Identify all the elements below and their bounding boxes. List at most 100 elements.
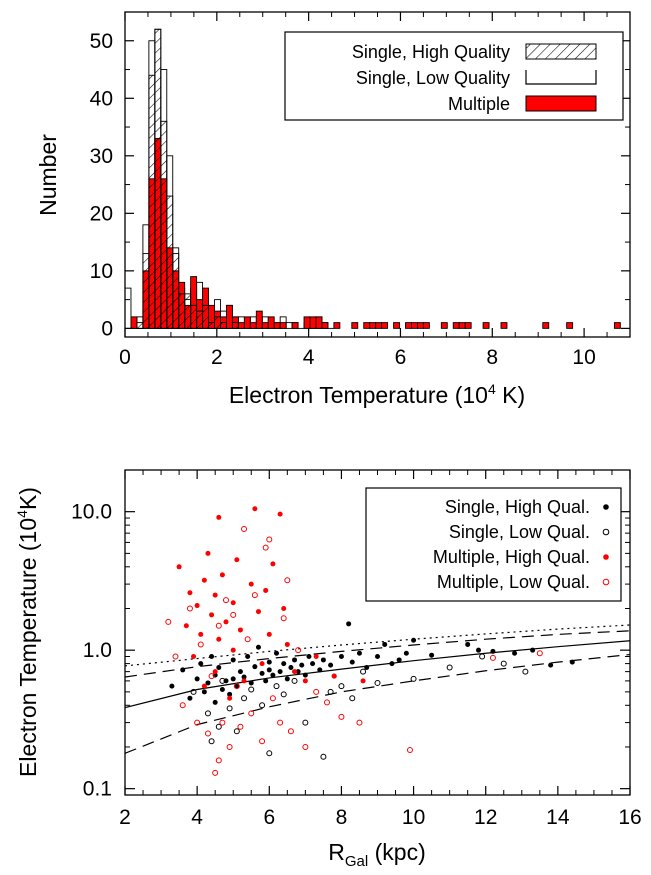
point-multiple-low-qual: [262, 544, 269, 551]
point-single-high-qual: [389, 661, 395, 667]
point-single-low-qual: [259, 702, 266, 709]
bar-multiple: [279, 322, 287, 329]
bar-single-high: [154, 28, 162, 329]
x-tick-label: 12: [474, 806, 497, 829]
point-multiple-low-qual: [223, 597, 229, 604]
point-multiple-high-qual: [223, 619, 229, 625]
point-multiple-high-qual: [270, 561, 276, 567]
point-single-high-qual: [252, 664, 258, 670]
point-multiple-low-qual: [536, 650, 543, 657]
point-single-high-qual: [270, 672, 276, 678]
point-single-low-qual: [522, 668, 529, 675]
point-single-high-qual: [338, 654, 344, 660]
point-single-low-qual: [226, 705, 233, 712]
x-tick-label: 2: [119, 806, 131, 829]
point-single-low-qual: [349, 695, 356, 702]
point-multiple-low-qual: [241, 525, 248, 532]
point-single-high-qual: [375, 654, 380, 660]
scatter-panel: 2 4 6 8 10 12 14 16 0.1 1.0 10.0 Single, High Qual…: [14, 469, 642, 870]
point-multiple-high-qual: [227, 695, 233, 701]
point-single-high-qual: [302, 672, 308, 678]
point-multiple-low-qual: [287, 728, 294, 735]
model-curve-dashed: [125, 653, 630, 754]
point-multiple-low-qual: [266, 536, 273, 543]
point-single-high-qual: [411, 637, 417, 643]
point-single-low-qual: [302, 719, 309, 726]
point-single-high-qual: [429, 652, 435, 658]
point-single-high-qual: [245, 654, 251, 660]
point-single-high-qual: [569, 659, 575, 665]
legend-open-swatch: [525, 70, 597, 85]
y-tick-label: 50: [90, 30, 113, 53]
point-multiple-high-qual: [259, 661, 265, 667]
point-multiple-high-qual: [209, 612, 215, 618]
y-tick-label: 0: [101, 317, 113, 340]
histogram-panel: 0 2 4 6 8 10 0 10 20 30 40 50 Single, High Quality …: [35, 11, 631, 408]
bar-single-high: [160, 120, 168, 329]
legend-filled-swatch: [525, 95, 597, 112]
point-multiple-high-qual: [216, 514, 222, 520]
point-multiple-low-qual: [230, 611, 237, 618]
bar-single-high: [220, 322, 227, 329]
x-tick-label: 6: [263, 806, 275, 829]
bar-single-high: [196, 310, 204, 329]
point-multiple-low-qual: [244, 636, 251, 643]
y-tick-label: 1.0: [83, 639, 112, 662]
model-curve-dashed: [125, 630, 630, 678]
point-multiple-high-qual: [205, 550, 211, 556]
scatter-ticks: 2 4 6 8 10 12 14 16 0.1 1.0 10.0: [71, 469, 642, 829]
x-tick-label: 16: [618, 806, 641, 829]
bar-single-high: [190, 304, 198, 329]
bar-multiple: [464, 322, 472, 329]
point-single-high-qual: [234, 683, 240, 689]
histogram-bars: [125, 28, 621, 329]
point-single-low-qual: [208, 738, 215, 745]
point-multiple-high-qual: [255, 609, 261, 615]
point-single-high-qual: [292, 657, 298, 663]
point-single-low-qual: [500, 660, 507, 667]
scatter-legend-box: [365, 487, 622, 602]
bar-multiple: [363, 322, 371, 329]
point-multiple-high-qual: [176, 564, 182, 570]
point-multiple-low-qual: [204, 730, 211, 737]
point-multiple-low-qual: [280, 615, 287, 622]
point-multiple-low-qual: [489, 654, 496, 661]
histogram-x-axis-title: Electron Temperature (104 K): [229, 381, 525, 408]
point-multiple-high-qual: [248, 581, 254, 587]
point-multiple-low-qual: [295, 647, 302, 654]
point-multiple-high-qual: [183, 623, 189, 629]
point-multiple-low-qual: [165, 618, 172, 625]
bar-single-high: [172, 253, 180, 329]
point-single-high-qual: [299, 662, 305, 668]
bar-single-low: [125, 287, 132, 329]
point-multiple-low-qual: [194, 719, 201, 726]
point-multiple-low-qual: [208, 673, 215, 680]
point-single-high-qual: [465, 641, 471, 647]
point-multiple-low-qual: [237, 723, 244, 730]
histogram-legend: Single, High Quality Single, Low Quality…: [284, 31, 624, 121]
histogram-frame: [124, 11, 631, 338]
bar-single-high: [148, 74, 156, 329]
bar-multiple: [393, 322, 400, 329]
point-multiple-low-qual: [251, 592, 258, 599]
point-multiple-low-qual: [172, 653, 179, 660]
point-single-low-qual: [479, 653, 486, 660]
point-multiple-high-qual: [191, 654, 197, 660]
point-single-low-qual: [190, 688, 197, 695]
point-single-high-qual: [317, 667, 323, 673]
point-multiple-high-qual: [234, 557, 240, 563]
bar-single-high: [202, 304, 210, 329]
point-single-high-qual: [288, 664, 294, 670]
point-single-high-qual: [274, 650, 279, 656]
bar-multiple: [261, 322, 269, 329]
point-single-high-qual: [490, 648, 496, 654]
legend-multiple-high-qual-label: Multiple, High Qual.: [433, 547, 590, 567]
point-multiple-high-qual: [212, 592, 218, 598]
legend-black-open-marker: [602, 528, 610, 536]
bar-multiple: [226, 304, 233, 329]
point-single-high-qual: [180, 667, 186, 673]
point-single-low-qual: [374, 679, 381, 686]
legend-red-open-marker: [602, 578, 610, 586]
point-multiple-high-qual: [313, 654, 319, 660]
